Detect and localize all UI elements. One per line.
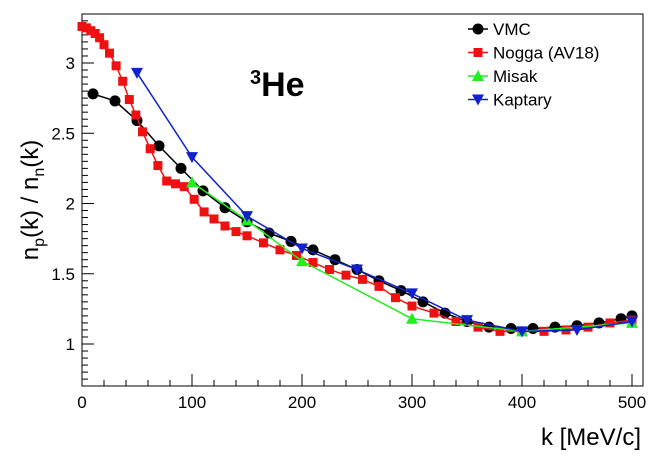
data-point-kaptary [626, 316, 638, 328]
legend-marker-misak [472, 70, 484, 81]
series-line-misak [191, 181, 633, 333]
data-point-kaptary [351, 264, 363, 276]
data-point-vmc [109, 95, 121, 107]
y-tick-label: 1.5 [51, 265, 75, 284]
legend-label-vmc: VMC [493, 20, 531, 39]
x-tick-label: 0 [77, 393, 86, 412]
data-point-nogga-av18 [162, 176, 172, 186]
legend-label-nogga-av18: Nogga (AV18) [493, 44, 599, 63]
data-point-kaptary [406, 288, 418, 300]
data-point-nogga-av18 [95, 33, 105, 43]
annotation-text: He [261, 66, 304, 104]
annotation-superscript: 3 [250, 67, 261, 89]
data-point-nogga-av18 [209, 214, 219, 224]
legend-label-misak: Misak [493, 67, 538, 86]
data-point-vmc [307, 244, 319, 256]
data-point-vmc [175, 162, 187, 174]
series-vmc [87, 88, 638, 335]
x-tick-label: 200 [288, 393, 316, 412]
x-tick-label: 500 [618, 393, 646, 412]
data-point-nogga-av18 [429, 308, 439, 318]
legend-label-kaptary: Kaptary [493, 91, 552, 110]
data-point-nogga-av18 [179, 182, 189, 192]
data-point-nogga-av18 [111, 61, 121, 71]
axis-labels: k [MeV/c] np(k) / nn(k) 3He [17, 66, 641, 451]
data-point-nogga-av18 [131, 110, 141, 120]
data-point-nogga-av18 [242, 231, 252, 241]
series-kaptary [131, 67, 638, 338]
data-point-vmc [219, 202, 231, 214]
data-point-nogga-av18 [605, 318, 615, 328]
data-point-misak [406, 312, 418, 324]
data-point-nogga-av18 [275, 245, 285, 255]
data-point-nogga-av18 [391, 293, 400, 303]
data-point-vmc [417, 296, 429, 308]
data-point-kaptary [516, 326, 528, 338]
data-point-nogga-av18 [138, 127, 147, 137]
y-tick-label: 3 [66, 54, 75, 73]
y-tick-label: 2 [66, 195, 75, 214]
data-point-nogga-av18 [231, 227, 241, 237]
data-point-nogga-av18 [451, 317, 461, 327]
y-axis-title-n-sub: n [31, 168, 48, 177]
data-point-nogga-av18 [495, 326, 505, 336]
annotation-he3: 3He [250, 66, 305, 104]
series [77, 21, 638, 338]
y-axis-title-end: (k) [17, 140, 44, 168]
data-point-kaptary [186, 152, 198, 164]
y-axis-title-mid: (k) / n [17, 177, 44, 238]
x-tick-label: 400 [508, 393, 536, 412]
x-axis-title: k [MeV/c] [541, 424, 641, 451]
legend-marker-kaptary [472, 94, 484, 106]
data-point-nogga-av18 [99, 40, 109, 50]
data-point-nogga-av18 [374, 281, 384, 291]
data-point-nogga-av18 [199, 207, 209, 217]
x-tick-label: 100 [178, 393, 206, 412]
data-point-nogga-av18 [583, 322, 593, 332]
data-point-nogga-av18 [341, 270, 351, 280]
data-point-nogga-av18 [358, 274, 367, 284]
y-tick-label: 2.5 [51, 124, 75, 143]
data-point-misak [296, 255, 308, 267]
plot-frame [81, 13, 644, 387]
data-point-kaptary [296, 243, 308, 255]
data-point-nogga-av18 [124, 95, 134, 105]
series-nogga-av18 [77, 21, 637, 336]
data-point-nogga-av18 [145, 144, 155, 154]
series-misak [186, 176, 638, 337]
legend-marker-nogga-av18 [473, 48, 483, 57]
y-tick-label: 1 [66, 335, 75, 354]
y-axis-title-p-sub: p [31, 238, 48, 247]
legend-marker-vmc [472, 23, 484, 35]
data-point-nogga-av18 [171, 179, 180, 189]
data-point-vmc [87, 88, 99, 100]
data-point-kaptary [461, 315, 473, 327]
data-point-nogga-av18 [220, 221, 230, 231]
data-point-nogga-av18 [153, 161, 163, 171]
data-point-vmc [527, 323, 539, 335]
data-point-vmc [153, 140, 165, 152]
data-point-misak [186, 176, 198, 188]
y-axis-title: np(k) / nn(k) [17, 140, 48, 261]
series-line-kaptary [136, 72, 633, 333]
data-point-nogga-av18 [118, 76, 128, 86]
data-point-nogga-av18 [325, 265, 334, 275]
data-point-nogga-av18 [292, 250, 301, 260]
data-point-nogga-av18 [308, 258, 318, 268]
data-point-nogga-av18 [105, 48, 114, 58]
data-point-kaptary [571, 324, 583, 336]
x-tick-label: 300 [398, 393, 426, 412]
axes: 0 100 200 300 400 500 1 1.5 2 2.5 3 [51, 13, 646, 412]
data-point-nogga-av18 [407, 301, 417, 311]
data-point-kaptary [131, 67, 143, 79]
data-point-nogga-av18 [473, 322, 483, 332]
y-axis-title-n: n [17, 247, 44, 260]
legend: VMC Nogga (AV18) Misak Kaptary [468, 20, 599, 110]
data-point-nogga-av18 [259, 238, 268, 248]
data-point-kaptary [241, 211, 253, 223]
data-point-nogga-av18 [189, 194, 199, 204]
